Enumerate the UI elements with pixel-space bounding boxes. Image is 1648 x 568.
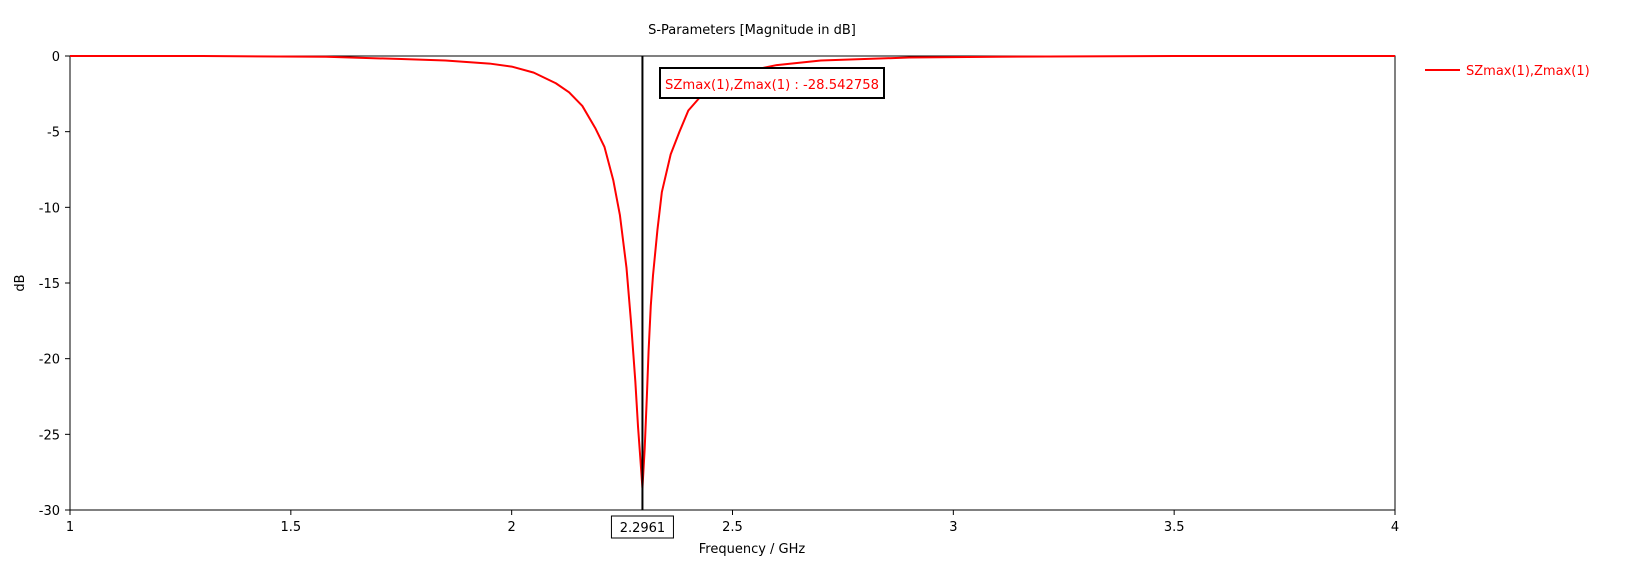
y-axis-label: dB (13, 274, 28, 291)
x-tick-label: 3 (949, 520, 957, 535)
y-tick-label: -20 (39, 353, 60, 368)
plot-area (69, 55, 1396, 511)
y-tick-label: -5 (47, 126, 60, 141)
y-tick-label: -10 (39, 201, 60, 216)
marker-x-label-box (610, 515, 674, 539)
x-tick-label: 4 (1391, 520, 1399, 535)
marker-x-label: 2.2961 (620, 521, 666, 536)
y-tick-label: -25 (39, 428, 60, 443)
marker-layer: 2.2961 SZmax(1),Zmax(1) : -28.542758 (610, 56, 885, 539)
x-tick-label: 1 (66, 520, 74, 535)
x-tick-label: 1.5 (280, 520, 301, 535)
marker-annotation-box (659, 67, 885, 99)
x-tick-label: 3.5 (1164, 520, 1185, 535)
x-tick-label: 2.5 (722, 520, 743, 535)
legend-label: SZmax(1),Zmax(1) (1466, 64, 1590, 79)
legend[interactable]: SZmax(1),Zmax(1) (1425, 64, 1590, 79)
y-tick-label: -30 (39, 504, 60, 519)
axes-layer: 1 1.5 2 2.5 3 3.5 4 0 -5 -10 -15 -20 -25 -30 (39, 50, 1399, 535)
marker-annotation: SZmax(1),Zmax(1) : -28.542758 (665, 78, 879, 93)
chart-title: S-Parameters [Magnitude in dB] (648, 23, 856, 38)
x-axis-label: Frequency / GHz (699, 542, 806, 557)
x-tick-label: 2 (508, 520, 516, 535)
y-tick-label: -15 (39, 277, 60, 292)
y-tick-label: 0 (52, 50, 60, 65)
